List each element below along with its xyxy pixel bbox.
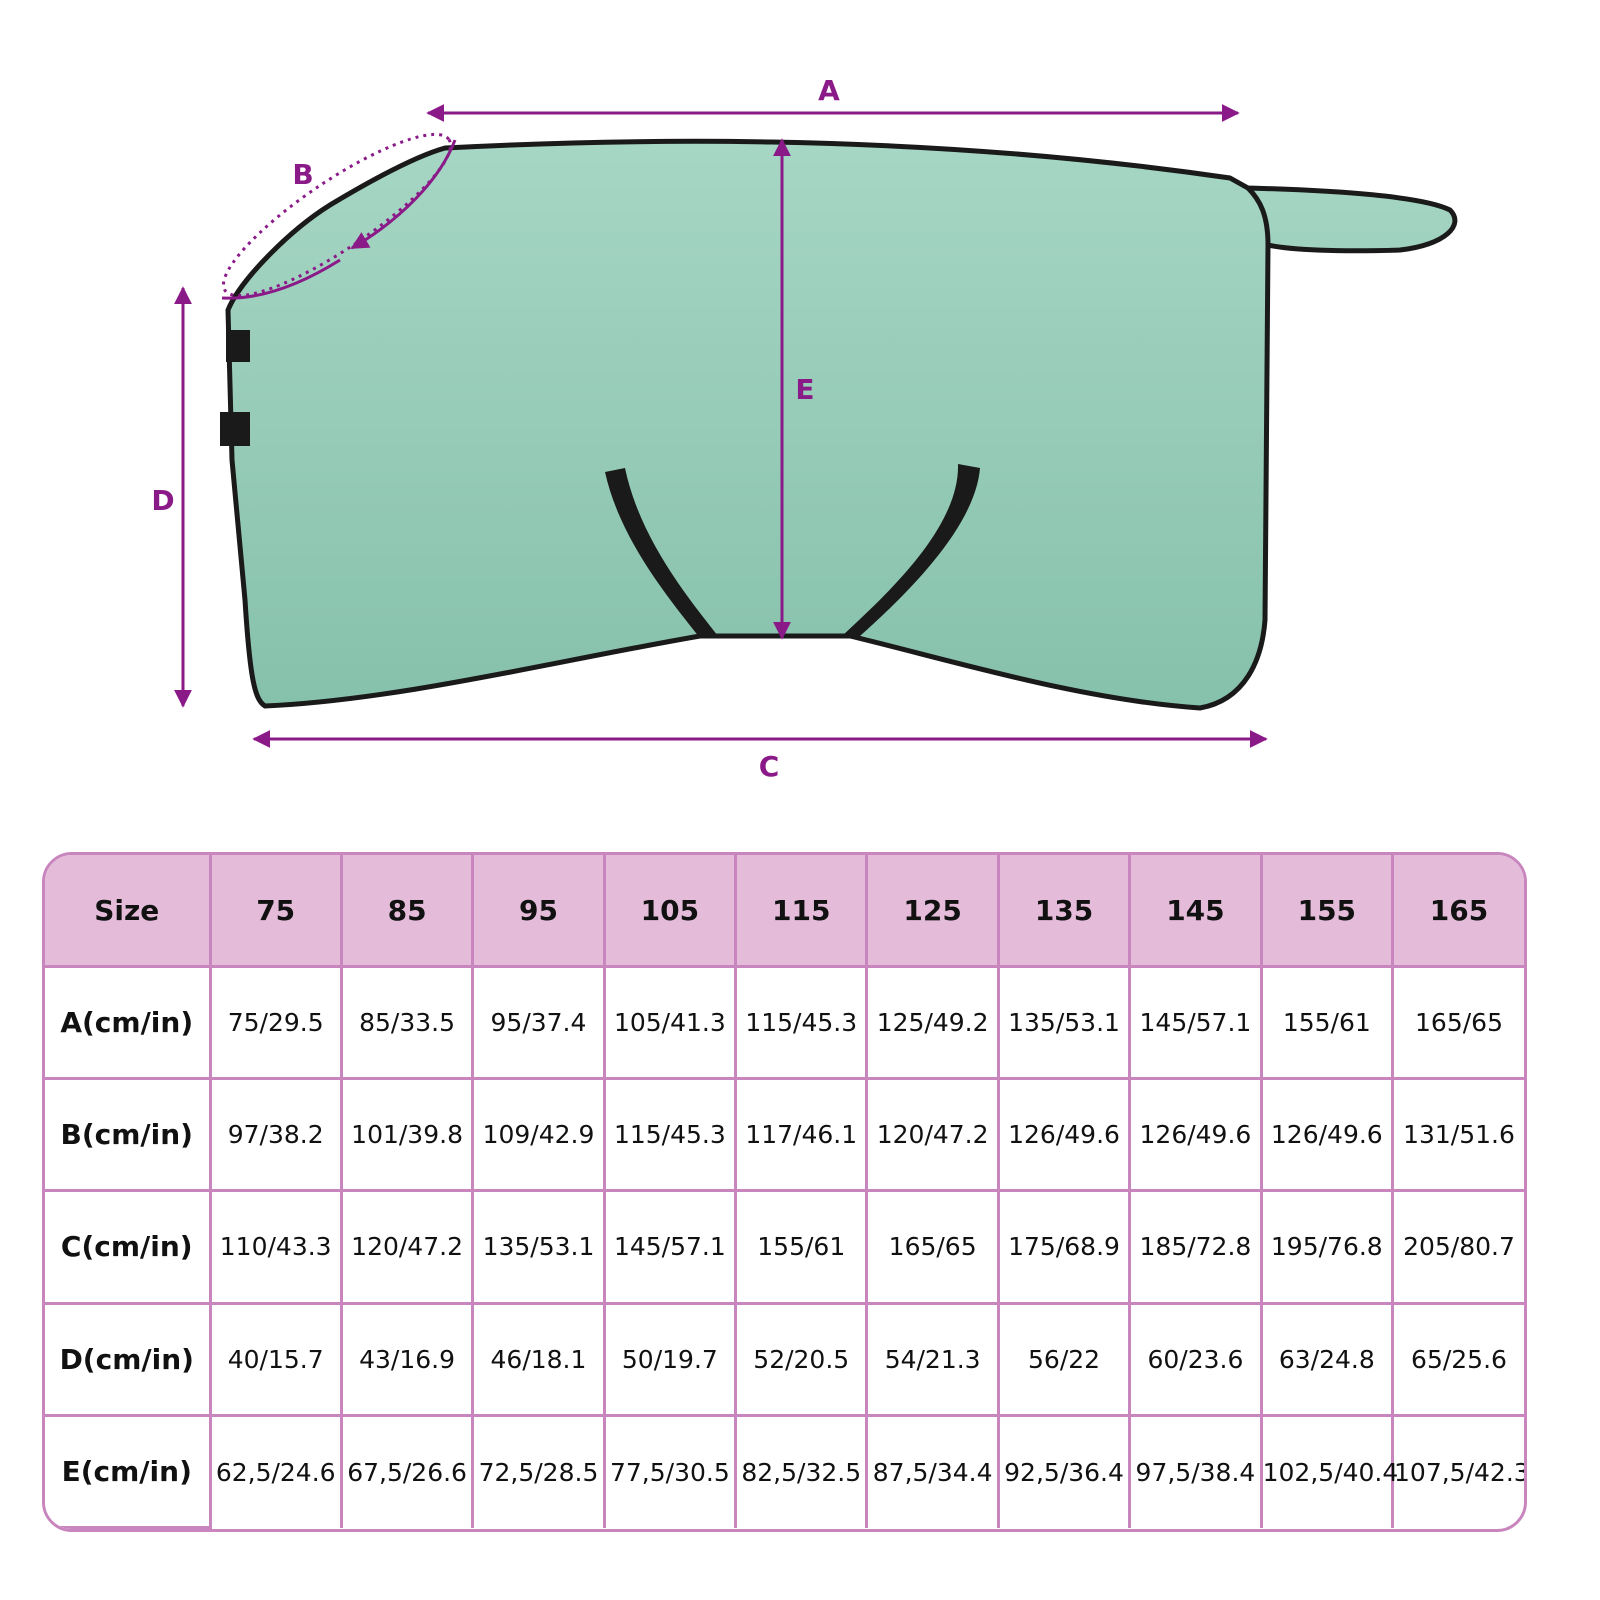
size-column-header: 95 (471, 855, 606, 968)
table-cell: 185/72.8 (1128, 1189, 1263, 1305)
table-cell: 107,5/42.3 (1391, 1413, 1524, 1528)
table-cell: 77,5/30.5 (602, 1413, 738, 1528)
table-cell: 120/47.2 (865, 1077, 1000, 1193)
size-column-header: 145 (1128, 855, 1263, 968)
table-cell: 109/42.9 (471, 1077, 606, 1193)
table-cell: 165/65 (865, 1189, 1000, 1305)
dimension-c: C (252, 730, 1268, 783)
table-cell: 131/51.6 (1391, 1077, 1524, 1193)
table-cell: 115/45.3 (602, 1077, 738, 1193)
table-cell: 87,5/34.4 (865, 1413, 1000, 1528)
label-c: C (759, 750, 780, 783)
buckle-bottom (220, 412, 250, 446)
table-cell: 82,5/32.5 (734, 1413, 869, 1528)
table-cell: 165/65 (1391, 964, 1524, 1081)
label-e: E (795, 373, 814, 406)
table-cell: 145/57.1 (602, 1189, 738, 1305)
table-cell: 60/23.6 (1128, 1301, 1263, 1417)
table-cell: 46/18.1 (471, 1301, 606, 1417)
horse-blanket (220, 138, 1458, 711)
size-column-header: 135 (996, 855, 1132, 968)
table-cell: 40/15.7 (208, 1301, 343, 1417)
table-cell: 125/49.2 (865, 964, 1000, 1081)
table-row: D(cm/in) 40/15.7 43/16.9 46/18.1 50/19.7 52/2… (45, 1301, 1524, 1417)
row-label: B(cm/in) (45, 1077, 212, 1193)
table-row: B(cm/in) 97/38.2 101/39.8 109/42.9 115/45.3 1… (45, 1077, 1524, 1193)
table-cell: 115/45.3 (734, 964, 869, 1081)
table-cell: 126/49.6 (1259, 1077, 1395, 1193)
belly-strap-left (605, 468, 718, 638)
dimension-b: B (221, 132, 457, 300)
table-cell: 95/37.4 (471, 964, 606, 1081)
size-column-header: 105 (602, 855, 738, 968)
table-cell: 56/22 (996, 1301, 1132, 1417)
table-cell: 155/61 (1259, 964, 1395, 1081)
size-column-header: 115 (734, 855, 869, 968)
table-cell: 135/53.1 (471, 1189, 606, 1305)
table-cell: 43/16.9 (339, 1301, 475, 1417)
table-row: A(cm/in) 75/29.5 85/33.5 95/37.4 105/41.3 115… (45, 964, 1524, 1081)
table-cell: 126/49.6 (1128, 1077, 1263, 1193)
table-cell: 120/47.2 (339, 1189, 475, 1305)
size-column-header: 165 (1391, 855, 1524, 968)
table-cell: 105/41.3 (602, 964, 738, 1081)
table-cell: 102,5/40.4 (1259, 1413, 1398, 1528)
dimension-a: A (426, 74, 1240, 122)
table-cell: 126/49.6 (996, 1077, 1132, 1193)
table-cell: 50/19.7 (602, 1301, 738, 1417)
table-row: E(cm/in) 62,5/24.6 67,5/26.6 72,5/28.5 77,5/… (45, 1413, 1524, 1529)
row-label: E(cm/in) (45, 1413, 212, 1529)
label-a: A (818, 74, 840, 107)
row-label: D(cm/in) (45, 1301, 212, 1417)
size-column-header: 155 (1259, 855, 1395, 968)
buckle-top (226, 330, 250, 362)
table-cell: 63/24.8 (1259, 1301, 1395, 1417)
table-cell: 117/46.1 (734, 1077, 869, 1193)
size-column-header: 125 (865, 855, 1000, 968)
table-cell: 75/29.5 (208, 964, 343, 1081)
table-cell: 52/20.5 (734, 1301, 869, 1417)
table-cell: 97/38.2 (208, 1077, 343, 1193)
table-cell: 195/76.8 (1259, 1189, 1395, 1305)
dimension-d: D (151, 286, 192, 708)
table-cell: 155/61 (734, 1189, 869, 1305)
label-d: D (151, 484, 174, 517)
table-cell: 205/80.7 (1391, 1189, 1524, 1305)
label-b: B (292, 158, 313, 191)
blanket-diagram: A B C D E (151, 74, 1458, 783)
table-cell: 62,5/24.6 (208, 1413, 343, 1528)
table-cell: 135/53.1 (996, 964, 1132, 1081)
row-label: A(cm/in) (45, 966, 212, 1081)
table-cell: 92,5/36.4 (996, 1413, 1132, 1528)
belly-strap-right (842, 464, 980, 636)
table-row: C(cm/in) 110/43.3 120/47.2 135/53.1 145/57.1… (45, 1189, 1524, 1305)
size-column-header: 75 (208, 855, 343, 968)
table-cell: 65/25.6 (1391, 1301, 1524, 1417)
table-cell: 110/43.3 (208, 1189, 343, 1305)
table-cell: 145/57.1 (1128, 964, 1263, 1081)
table-cell: 175/68.9 (996, 1189, 1132, 1305)
table-cell: 54/21.3 (865, 1301, 1000, 1417)
table-cell: 72,5/28.5 (471, 1413, 606, 1528)
table-cell: 67,5/26.6 (339, 1413, 475, 1528)
row-label: C(cm/in) (45, 1189, 212, 1305)
size-chart-table: Size 75 85 95 105 115 125 135 145 155 165 A(cm/in)… (42, 852, 1527, 1532)
table-header-row: Size 75 85 95 105 115 125 135 145 155 165 (45, 855, 1524, 968)
size-column-header: 85 (339, 855, 475, 968)
table-cell: 97,5/38.4 (1128, 1413, 1263, 1528)
dimension-e: E (773, 138, 815, 640)
table-cell: 101/39.8 (339, 1077, 475, 1193)
size-header: Size (45, 855, 212, 968)
table-cell: 85/33.5 (339, 964, 475, 1081)
